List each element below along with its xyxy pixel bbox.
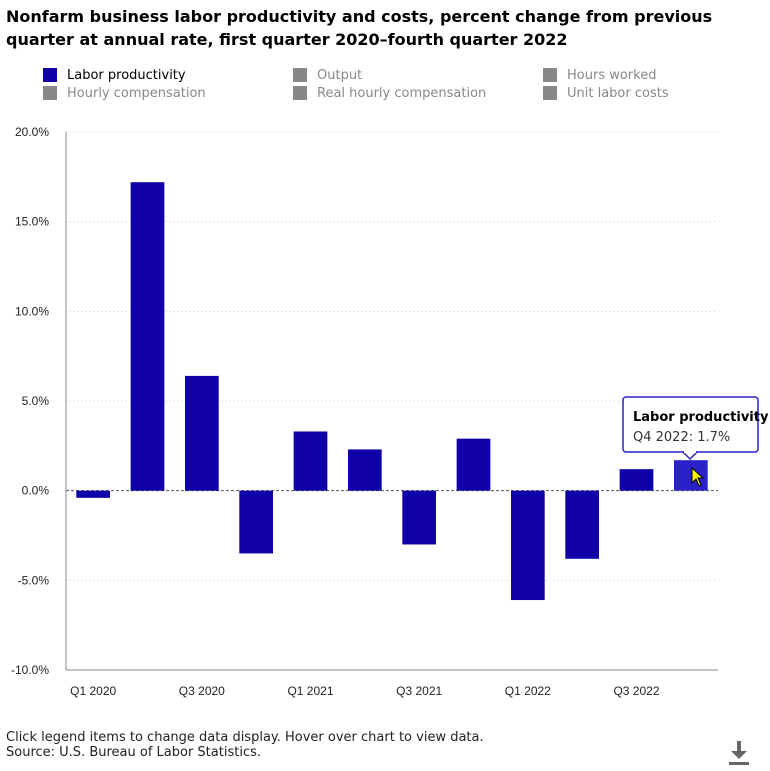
footer-source: Source: U.S. Bureau of Labor Statistics. [6,745,261,760]
y-tick-label: -5.0% [18,573,50,587]
legend-swatch-labor-productivity [43,68,57,82]
legend-swatch-real-hourly-compensation [293,86,307,100]
legend-label: Real hourly compensation [317,85,487,101]
bars [76,182,708,601]
y-axis-tick-labels: -10.0% -5.0% 0.0% 5.0% 10.0% 15.0% 20.0% [11,125,49,677]
y-tick-label: 0.0% [22,484,50,498]
legend-item-hours-worked[interactable]: Hours worked [543,66,656,84]
bar-q3-2021[interactable] [402,490,437,545]
legend-swatch-hours-worked [543,68,557,82]
legend-swatch-output [293,68,307,82]
bar-q4-2021[interactable] [456,438,491,491]
y-tick-label: 5.0% [22,394,50,408]
bar-q3-2022[interactable] [619,469,654,491]
chart-legend: Labor productivity Output Hours worked H… [0,66,770,106]
legend-label: Hourly compensation [67,85,206,101]
bar-q4-2020[interactable] [239,490,274,554]
x-tick-label: Q1 2021 [287,684,333,698]
tooltip-title: Labor productivity [633,410,769,425]
bar-q4-2022[interactable] [673,460,708,491]
legend-item-real-hourly-compensation[interactable]: Real hourly compensation [293,84,486,102]
y-tick-label: 15.0% [15,215,49,229]
chart-title: Nonfarm business labor productivity and … [6,7,713,49]
bar-q3-2020[interactable] [184,375,219,491]
download-button[interactable] [728,740,750,766]
x-tick-label: Q1 2020 [70,684,116,698]
bar-q1-2021[interactable] [293,431,328,491]
bar-chart[interactable]: -10.0% -5.0% 0.0% 5.0% 10.0% 15.0% 20.0% Q1 20… [0,120,770,710]
tooltip-pointer [681,451,699,461]
y-tick-label: -10.0% [11,663,49,677]
legend-label: Output [317,67,363,83]
tooltip: Labor productivity Q4 2022: 1.7% [622,396,769,461]
legend-label: Unit labor costs [567,85,669,101]
x-tick-label: Q1 2022 [505,684,551,698]
chart-footer: Click legend items to change data displa… [6,730,484,760]
download-icon [729,741,749,765]
legend-item-labor-productivity[interactable]: Labor productivity [43,66,186,84]
legend-item-output[interactable]: Output [293,66,362,84]
bar-q2-2022[interactable] [565,490,600,559]
bar-q1-2020[interactable] [76,490,111,498]
tooltip-value: Q4 2022: 1.7% [633,430,730,445]
axes [65,132,718,671]
footer-note: Click legend items to change data displa… [6,730,484,745]
y-tick-label: 20.0% [15,125,49,139]
legend-label: Hours worked [567,67,657,83]
x-tick-label: Q3 2022 [613,684,659,698]
x-axis-tick-labels: Q1 2020 Q3 2020 Q1 2021 Q3 2021 Q1 2022 Q3 20… [70,684,660,698]
x-tick-label: Q3 2021 [396,684,442,698]
legend-item-unit-labor-costs[interactable]: Unit labor costs [543,84,669,102]
bar-q2-2020[interactable] [130,182,165,491]
x-tick-label: Q3 2020 [179,684,225,698]
bar-q2-2021[interactable] [347,449,382,491]
legend-swatch-hourly-compensation [43,86,57,100]
legend-label: Labor productivity [67,67,186,83]
legend-item-hourly-compensation[interactable]: Hourly compensation [43,84,206,102]
legend-swatch-unit-labor-costs [543,86,557,100]
bar-q1-2022[interactable] [510,490,545,601]
pointer-cursor-icon [691,466,705,487]
y-tick-label: 10.0% [15,304,49,318]
